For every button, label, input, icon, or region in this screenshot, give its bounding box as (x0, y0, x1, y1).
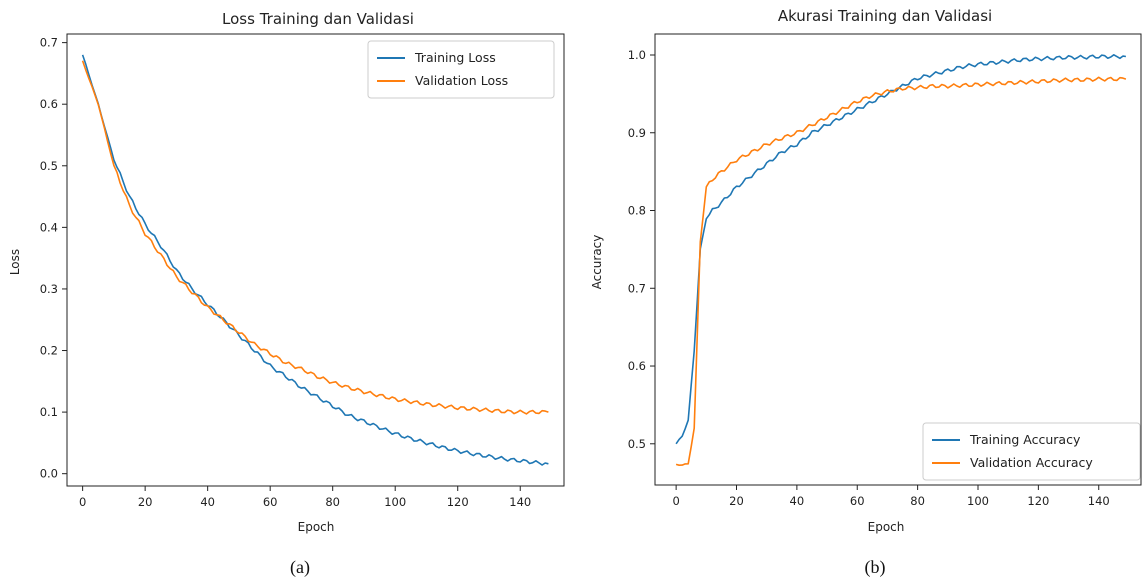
x-tick-label: 0 (79, 495, 86, 509)
x-tick-label: 60 (850, 494, 865, 508)
y-tick-label: 0.4 (40, 220, 58, 234)
y-tick-label: 0.5 (40, 159, 58, 173)
x-tick-label: 120 (447, 495, 469, 509)
x-tick-label: 80 (910, 494, 925, 508)
y-tick-label: 0.2 (40, 344, 58, 358)
x-tick-label: 140 (509, 495, 531, 509)
legend-box (922, 422, 1141, 481)
x-axis-label: Epoch (298, 520, 335, 534)
x-tick-label: 120 (1027, 494, 1049, 508)
series-line-2 (81, 60, 549, 415)
y-axis-label: Accuracy (590, 235, 604, 290)
chart-title: Akurasi Training dan Validasi (778, 7, 992, 25)
y-tick-label: 0.8 (628, 204, 646, 218)
legend-box (367, 40, 555, 99)
y-tick-label: 0.7 (40, 36, 58, 50)
y-tick-label: 0.7 (628, 281, 646, 295)
y-tick-label: 0.9 (628, 126, 646, 140)
chart-title: Loss Training dan Validasi (222, 10, 414, 28)
x-axis-label: Epoch (868, 520, 905, 534)
plot-frame (66, 33, 565, 487)
x-tick-label: 0 (672, 494, 679, 508)
panel-caption: (a) (290, 557, 310, 578)
legend-label: Validation Loss (415, 73, 508, 88)
legend-label: Validation Accuracy (970, 455, 1093, 470)
legend-label: Training Loss (414, 50, 496, 65)
series-line-2 (675, 76, 1127, 467)
chart-panel-2: Akurasi Training dan Validasi 0 20 40 60 80 10… (590, 7, 1142, 578)
x-tick-label: 20 (729, 494, 744, 508)
chart-panel-1: Loss Training dan Validasi 0 20 40 60 80 100 12… (8, 10, 565, 578)
y-tick-label: 0.5 (628, 437, 646, 451)
y-tick-label: 1.0 (628, 48, 646, 62)
y-tick-label: 0.0 (40, 467, 58, 481)
x-tick-label: 80 (325, 495, 340, 509)
x-tick-label: 40 (200, 495, 215, 509)
y-axis-label: Loss (8, 249, 22, 275)
series-line-1 (675, 53, 1127, 445)
series-line-1 (81, 54, 549, 466)
y-tick-label: 0.6 (40, 97, 58, 111)
legend-label: Training Accuracy (969, 432, 1081, 447)
x-tick-label: 140 (1088, 494, 1110, 508)
y-tick-label: 0.6 (628, 359, 646, 373)
x-tick-label: 40 (790, 494, 805, 508)
x-tick-label: 60 (263, 495, 278, 509)
panel-caption: (b) (865, 557, 886, 578)
x-tick-label: 100 (384, 495, 406, 509)
y-tick-label: 0.1 (40, 405, 58, 419)
x-tick-label: 20 (138, 495, 153, 509)
plot-frame (654, 33, 1142, 486)
y-tick-label: 0.3 (40, 282, 58, 296)
x-tick-label: 100 (967, 494, 989, 508)
